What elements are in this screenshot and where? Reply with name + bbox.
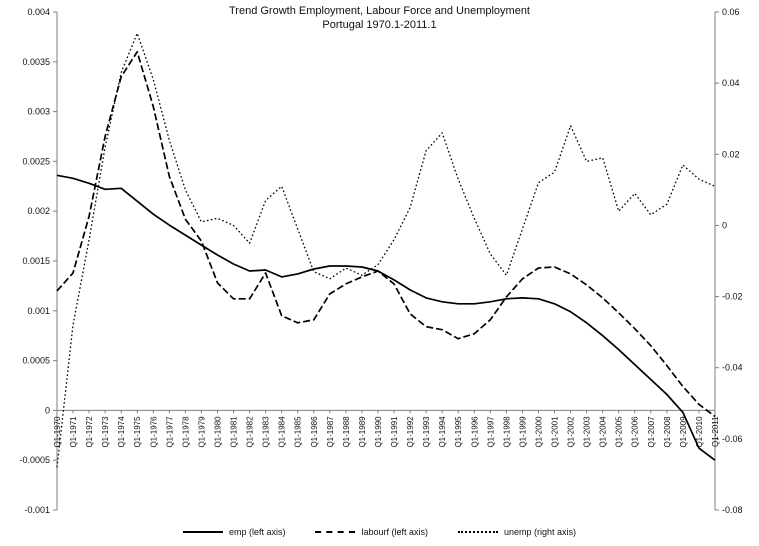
x-tick-label: Q1-1971: [69, 416, 78, 448]
x-tick-label: Q1-2006: [631, 416, 640, 448]
x-tick-label: Q1-1992: [406, 416, 415, 448]
x-tick-label: Q1-2002: [567, 416, 576, 448]
legend-item-emp: emp (left axis): [182, 527, 286, 537]
x-tick-label: Q1-1986: [310, 416, 319, 448]
chart-legend: emp (left axis) labourf (left axis) unem…: [0, 527, 759, 537]
x-tick-label: Q1-1991: [390, 416, 399, 448]
x-tick-label: Q1-1977: [165, 416, 174, 448]
left-tick-label: 0.0015: [22, 256, 50, 266]
right-tick-label: -0.06: [722, 434, 743, 444]
x-tick-label: Q1-2001: [551, 416, 560, 448]
x-tick-label: Q1-1994: [438, 416, 447, 448]
x-tick-label: Q1-1990: [374, 416, 383, 448]
dotted-line-icon: [458, 531, 498, 533]
x-tick-label: Q1-1982: [246, 416, 255, 448]
left-tick-label: 0.004: [27, 7, 50, 17]
x-tick-label: Q1-1988: [342, 416, 351, 448]
x-tick-label: Q1-1996: [470, 416, 479, 448]
right-tick-label: -0.04: [722, 363, 743, 373]
x-tick-label: Q1-1987: [326, 416, 335, 448]
x-tick-label: Q1-1993: [422, 416, 431, 448]
x-tick-label: Q1-1978: [181, 416, 190, 448]
left-tick-label: -0.001: [24, 505, 50, 515]
x-tick-label: Q1-2011: [711, 416, 720, 447]
chart-title: Trend Growth Employment, Labour Force an…: [228, 5, 530, 17]
right-tick-label: 0.02: [722, 149, 740, 159]
x-tick-label: Q1-1997: [486, 416, 495, 448]
x-tick-label: Q1-2003: [583, 416, 592, 448]
x-tick-label: Q1-2009: [679, 416, 688, 448]
chart-subtitle: Portugal 1970.1-2011.1: [322, 18, 437, 31]
x-tick-label: Q1-1989: [358, 416, 367, 448]
x-tick-label: Q1-1979: [197, 416, 206, 448]
series-line-2: [56, 32, 716, 468]
x-tick-label: Q1-2005: [615, 416, 624, 448]
right-tick-label: -0.08: [722, 505, 743, 515]
x-tick-label: Q1-1984: [278, 416, 287, 448]
x-tick-label: Q1-1972: [85, 416, 94, 448]
right-tick-label: 0: [722, 220, 727, 230]
x-tick-label: Q1-2010: [695, 416, 704, 448]
series-line-1: [56, 50, 716, 418]
x-tick-label: Q1-1999: [518, 416, 527, 448]
x-tick-label: Q1-1975: [133, 416, 142, 448]
chart-title-block: Trend Growth Employment, Labour Force an…: [0, 5, 759, 33]
legend-label-unemp: unemp (right axis): [504, 527, 577, 537]
x-tick-label: Q1-1998: [502, 416, 511, 448]
x-tick-label: Q1-1980: [213, 416, 222, 448]
left-tick-label: 0.001: [27, 306, 50, 316]
x-tick-label: Q1-1985: [294, 416, 303, 448]
x-tick-label: Q1-1970: [53, 416, 62, 448]
x-tick-label: Q1-1973: [101, 416, 110, 448]
left-tick-label: 0.0035: [22, 57, 50, 67]
legend-label-emp: emp (left axis): [228, 527, 286, 537]
x-tick-label: Q1-2008: [663, 416, 672, 448]
legend-label-labourf: labourf (left axis): [361, 527, 428, 537]
left-tick-label: 0.003: [27, 107, 50, 117]
right-tick-label: 0.04: [722, 78, 740, 88]
legend-item-labourf: labourf (left axis): [315, 527, 428, 537]
x-tick-label: Q1-1983: [262, 416, 271, 448]
solid-line-icon: [182, 531, 223, 533]
x-tick-label: Q1-1974: [117, 416, 126, 448]
left-tick-label: 0.0005: [22, 356, 50, 366]
x-tick-label: Q1-1976: [149, 416, 158, 448]
left-tick-label: 0: [45, 405, 50, 415]
dashed-line-icon: [315, 531, 356, 533]
x-tick-label: Q1-2004: [599, 416, 608, 448]
right-tick-label: -0.02: [722, 292, 743, 302]
legend-item-unemp: unemp (right axis): [458, 527, 576, 537]
x-tick-label: Q1-2000: [534, 416, 543, 448]
left-tick-label: 0.0025: [22, 156, 50, 166]
right-tick-label: 0.06: [722, 7, 740, 17]
left-tick-label: 0.002: [27, 206, 50, 216]
x-tick-label: Q1-1995: [454, 416, 463, 448]
series-line-0: [56, 174, 716, 461]
x-tick-label: Q1-2007: [647, 416, 656, 448]
x-tick-label: Q1-1981: [230, 416, 239, 448]
left-tick-label: -0.0005: [19, 455, 50, 465]
